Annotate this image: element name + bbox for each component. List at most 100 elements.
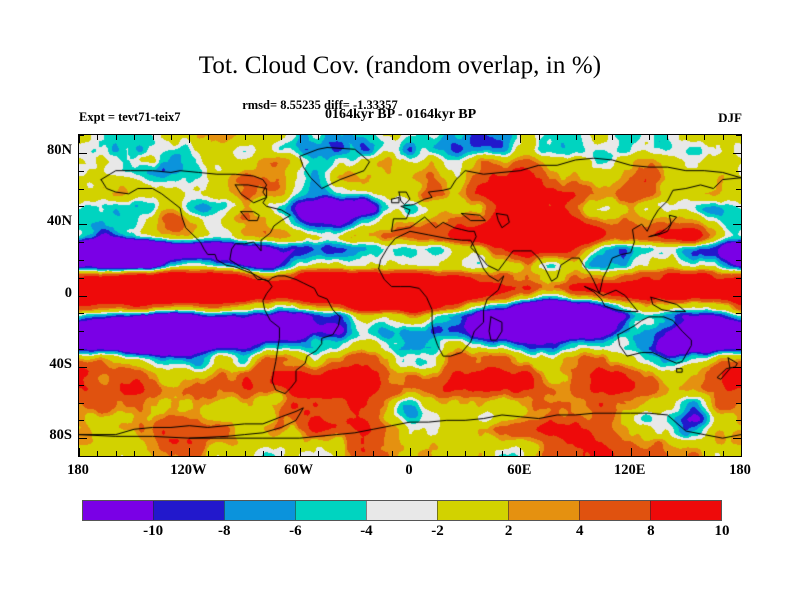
y-axis-tick bbox=[79, 402, 84, 404]
y-axis-tick bbox=[736, 331, 741, 333]
x-axis-tick bbox=[391, 135, 393, 140]
y-axis-tick bbox=[733, 366, 741, 368]
x-axis-tick bbox=[336, 451, 338, 456]
x-axis-tick bbox=[501, 135, 503, 140]
x-axis-tick bbox=[465, 135, 467, 140]
colorbar-bands bbox=[82, 500, 722, 521]
x-axis-tick bbox=[97, 451, 99, 456]
colorbar bbox=[82, 500, 722, 521]
x-axis-tick bbox=[538, 451, 540, 456]
y-axis-tick bbox=[736, 456, 741, 457]
colorbar-swatch bbox=[295, 501, 366, 520]
x-axis-tick bbox=[667, 451, 669, 456]
x-axis-tick bbox=[170, 135, 172, 140]
x-axis-tick bbox=[410, 448, 411, 456]
x-axis-tick bbox=[281, 451, 283, 456]
x-axis-tick bbox=[354, 451, 356, 456]
x-axis-tick bbox=[299, 135, 301, 143]
x-axis-tick-label: 60E bbox=[507, 462, 532, 478]
statistics-line: rmsd= 8.55235 diff= -1.33357 bbox=[242, 98, 398, 112]
colorbar-swatch bbox=[153, 501, 224, 520]
y-axis-tick bbox=[736, 384, 741, 386]
colorbar-tick-label: 8 bbox=[647, 523, 655, 539]
x-axis-tick bbox=[741, 135, 742, 143]
y-axis-tick bbox=[736, 313, 741, 315]
x-axis-tick bbox=[115, 451, 117, 456]
x-axis-tick bbox=[373, 451, 375, 456]
x-axis-tick bbox=[373, 135, 375, 140]
y-axis-tick bbox=[79, 259, 84, 261]
x-axis-tick bbox=[79, 135, 80, 143]
x-axis-tick bbox=[281, 135, 283, 140]
colorbar-swatch bbox=[437, 501, 508, 520]
x-axis-tick bbox=[704, 135, 706, 140]
colorbar-swatch bbox=[366, 501, 437, 520]
x-axis-tick bbox=[722, 135, 724, 140]
x-axis-tick bbox=[630, 135, 632, 143]
y-axis-tick bbox=[733, 152, 741, 154]
colorbar-swatch bbox=[579, 501, 650, 520]
y-axis-tick bbox=[736, 206, 741, 208]
x-axis-tick bbox=[134, 135, 136, 140]
y-axis-tick bbox=[736, 402, 741, 404]
x-axis-tick-label: 180 bbox=[67, 462, 89, 478]
x-axis-tick bbox=[170, 451, 172, 456]
y-axis-tick bbox=[79, 349, 84, 350]
colorbar-tick-label: -4 bbox=[360, 523, 373, 539]
x-axis-tick bbox=[207, 451, 209, 456]
y-axis-labels: 80N 40N 0 40S 80S bbox=[8, 134, 72, 455]
colorbar-tick-label: -10 bbox=[143, 523, 164, 539]
y-axis-tick bbox=[79, 313, 84, 315]
page-title: Tot. Cloud Cov. (random overlap, in %) bbox=[198, 52, 602, 79]
x-axis-tick bbox=[520, 448, 522, 456]
colorbar-tick-label: 4 bbox=[576, 523, 584, 539]
x-axis-tick bbox=[262, 135, 264, 140]
x-axis-tick bbox=[704, 451, 706, 456]
colorbar-swatch bbox=[508, 501, 579, 520]
x-axis-tick bbox=[465, 451, 467, 456]
map-plot-area bbox=[78, 134, 742, 457]
x-axis-tick bbox=[354, 135, 356, 140]
x-axis-tick bbox=[593, 135, 595, 140]
x-axis-tick bbox=[336, 135, 338, 140]
y-axis-tick bbox=[79, 438, 87, 440]
x-axis-tick bbox=[318, 135, 320, 140]
x-axis-tick bbox=[207, 135, 209, 140]
y-axis-tick bbox=[736, 420, 741, 422]
x-axis-tick-label: 60W bbox=[284, 462, 314, 478]
season-label: DJF bbox=[718, 110, 742, 125]
y-axis-tick bbox=[79, 206, 84, 208]
x-axis-tick bbox=[391, 451, 393, 456]
x-axis-tick bbox=[612, 135, 614, 140]
y-axis-tick bbox=[736, 188, 741, 190]
x-axis-tick bbox=[152, 451, 154, 456]
contour-map bbox=[79, 135, 741, 456]
x-axis-tick bbox=[318, 451, 320, 456]
colorbar-tick-label: 10 bbox=[714, 523, 730, 539]
x-axis-tick bbox=[428, 135, 430, 140]
colorbar-tick-label: 2 bbox=[504, 523, 513, 539]
x-axis-tick bbox=[667, 135, 669, 140]
y-axis-tick bbox=[733, 295, 741, 297]
colorbar-swatch bbox=[224, 501, 295, 520]
experiment-label: Expt = tevt71-teix7 bbox=[79, 110, 181, 124]
y-axis-tick-label: 40S bbox=[49, 355, 72, 372]
y-axis-tick bbox=[736, 135, 741, 136]
x-axis-tick bbox=[226, 451, 228, 456]
y-axis-tick bbox=[79, 152, 87, 154]
colorbar-tick-label: -8 bbox=[217, 523, 231, 539]
x-axis-tick bbox=[244, 135, 246, 140]
colorbar-tick-label: -2 bbox=[431, 523, 444, 539]
x-axis-tick bbox=[593, 451, 595, 456]
x-axis-tick bbox=[501, 451, 503, 456]
y-axis-tick bbox=[79, 420, 84, 422]
y-axis-tick bbox=[79, 331, 84, 333]
y-axis-tick bbox=[79, 242, 84, 243]
x-axis-tick bbox=[79, 448, 80, 456]
case-comparison-label: 0164kyr BP - 0164kyr BP bbox=[325, 107, 477, 122]
x-axis-tick bbox=[262, 451, 264, 456]
y-axis-tick bbox=[79, 170, 84, 172]
y-axis-tick-label: 80S bbox=[49, 427, 72, 444]
x-axis-tick bbox=[722, 451, 724, 456]
